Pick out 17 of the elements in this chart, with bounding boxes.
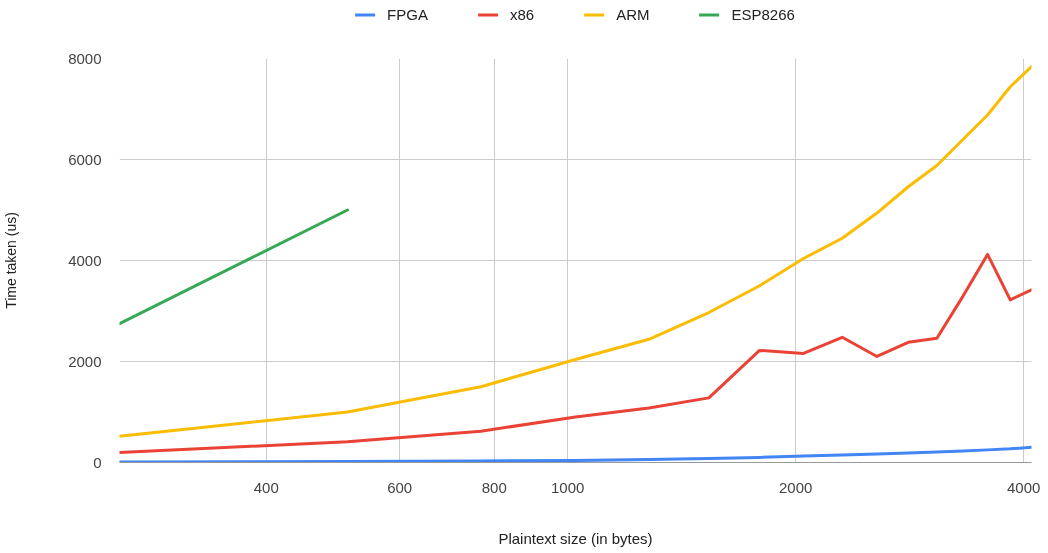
x-tick-label: 400 — [253, 478, 279, 496]
y-tick-label: 0 — [93, 453, 102, 471]
legend-label: x86 — [509, 5, 535, 23]
x-tick-label: 2000 — [779, 478, 813, 496]
x-tick-label: 4000 — [1007, 478, 1041, 496]
legend-label: FPGA — [387, 5, 428, 23]
y-tick-label: 8000 — [68, 49, 102, 67]
x-tick-label: 600 — [387, 478, 413, 496]
legend-label: ESP8266 — [731, 5, 795, 23]
x-axis-title: Plaintext size (in bytes) — [498, 529, 653, 547]
y-tick-label: 4000 — [68, 251, 102, 269]
y-tick-label: 2000 — [68, 352, 102, 370]
y-tick-label: 6000 — [68, 150, 102, 168]
x-tick-label: 1000 — [551, 478, 585, 496]
legend-label: ARM — [616, 5, 650, 23]
x-tick-label: 800 — [481, 478, 507, 496]
y-axis-title: Time taken (us) — [3, 212, 20, 309]
